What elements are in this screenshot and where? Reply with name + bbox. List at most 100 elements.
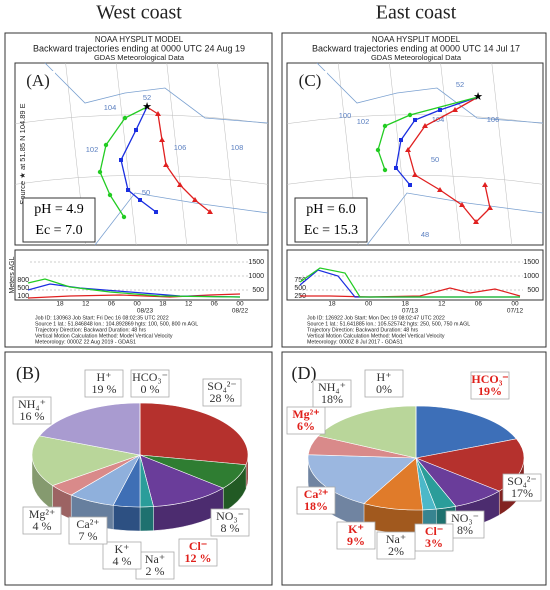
coastline [44,62,269,246]
trajectory-marker [122,115,128,121]
slice-label: H⁺ [377,370,392,384]
slice-value: 8 % [221,521,240,535]
trajectory-marker [155,111,161,116]
slice-label: K⁺ [348,522,364,536]
label-box [202,378,242,407]
trajectory-marker [438,108,442,112]
trajectory-marker [119,158,123,162]
height-tick: 500 [527,287,539,294]
slice-label: Na⁺ [145,552,165,566]
slice-value: 12 % [185,551,212,565]
trajectory-marker [487,205,493,210]
job-info: Meteorology: 0000Z 22 Aug 2019 - GDAS1 [35,339,136,345]
label-box [376,531,416,560]
letter-box [21,71,55,93]
source-star: ★ [142,101,152,113]
trajectory [395,96,479,186]
trajectory-marker [413,118,417,122]
trajectory-marker [97,169,103,175]
trajectory-marker [422,123,428,128]
trajectory-marker [126,188,130,192]
height-tick: 1500 [248,259,264,266]
slice-side [112,505,141,532]
time-label: 18 [56,301,64,308]
label-box [130,369,170,398]
job-info: Job ID: 126922 Job Start: Mon Dec 19 08:… [307,315,445,321]
trajectory-marker [405,147,411,152]
label-box [312,379,352,408]
slice-label: Mg²⁺ [29,507,56,521]
panel-frame [4,351,273,586]
altitude-frame [286,249,544,301]
label-box [102,541,142,570]
slice-label: NO₃⁻ [451,511,479,525]
met-data: GDAS Meteorological Data [371,53,462,62]
panel-letter: (B) [16,363,40,384]
label-box [286,406,326,435]
slice-label: NO₃⁻ [216,509,244,523]
slice [139,454,224,507]
map-graticule [217,62,238,246]
altitude-frame [14,249,269,301]
slice-label: Mg²⁺ [292,407,319,421]
label-box [22,506,62,535]
ec-value: Ec = 7.0 [35,223,82,238]
source-star: ★ [473,91,483,103]
source-label: Source ★ at 51.85 N 104.89 E [18,103,27,204]
ec-value: Ec = 15.3 [304,223,358,238]
trajectory-marker [121,214,127,220]
time-label: 06 [108,301,116,308]
trajectory-marker [207,209,213,214]
trajectory-marker [412,172,418,177]
panel-letter: (D) [292,363,317,384]
map-label: 108 [231,143,244,152]
map-graticule [14,114,269,124]
trajectory-marker [138,198,142,202]
ph-value: pH = 6.0 [306,202,356,217]
slice-value: 4 % [113,554,132,568]
trajectory-marker [482,182,488,187]
map-label: 102 [86,145,99,154]
altitude-trace [27,278,241,298]
label-box [68,516,108,545]
label-box [296,486,336,515]
trajectory-marker [394,166,398,170]
label-box [364,369,404,398]
ph-box [294,197,368,243]
map-label: 106 [487,115,500,124]
height-tick: 1000 [248,273,264,280]
map-label: 50 [142,188,150,197]
start-height: 500 [17,285,29,292]
date-label: 07/13 [402,308,419,315]
map-label: 100 [339,111,352,120]
date-label: 08/22 [232,308,249,315]
model-name: NOAA HYSPLIT MODEL [95,35,184,44]
trajectory-marker [452,107,458,112]
trajectory-marker [437,187,443,192]
map-label: 50 [431,155,439,164]
slice-value: 19 % [92,382,117,396]
label-box [84,369,124,398]
height-tick: 1500 [523,259,539,266]
slice-value: 0 % [141,382,160,396]
trajectory-marker [163,162,169,167]
trajectory-marker [107,192,113,198]
altitude-trace [27,293,241,299]
trajectory-marker [375,147,381,153]
time-label: 00 [511,301,519,308]
trajectory-marker [408,183,412,187]
slice-value: 6% [297,419,315,433]
label-box [502,473,542,502]
time-label: 00 [134,301,142,308]
map-label: 52 [456,80,464,89]
trajectory-title: Backward trajectories ending at 0000 UTC… [33,43,245,53]
label-box [210,508,250,537]
label-box [12,396,52,425]
slice-label: Cl⁻ [425,524,443,538]
slice-value: 3% [425,536,443,550]
panel-frame [4,32,273,348]
slice-value: 19% [478,384,502,398]
job-info: Meteorology: 0000Z 8 Jul 2017 - GDAS1 [307,339,403,345]
trajectory-marker [399,138,403,142]
